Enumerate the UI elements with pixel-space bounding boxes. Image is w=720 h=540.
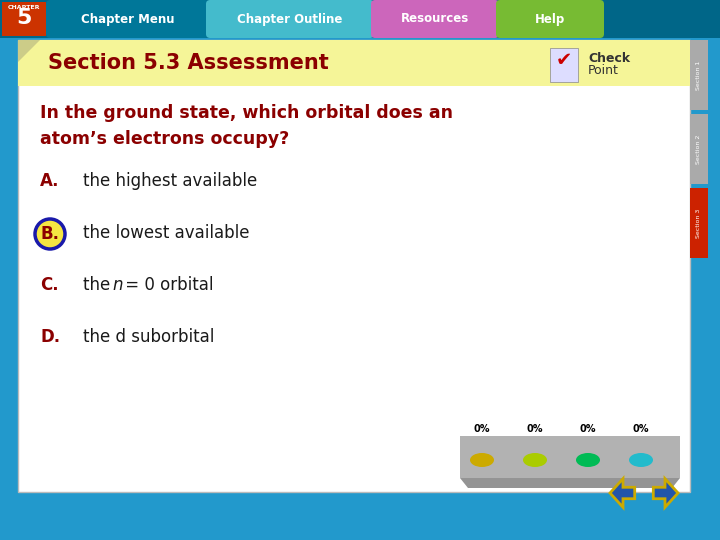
Polygon shape	[460, 478, 680, 488]
FancyBboxPatch shape	[206, 0, 374, 38]
Ellipse shape	[523, 453, 547, 467]
Text: Section 2: Section 2	[696, 134, 701, 164]
FancyBboxPatch shape	[690, 188, 708, 258]
FancyBboxPatch shape	[18, 40, 690, 86]
FancyBboxPatch shape	[18, 40, 690, 492]
Polygon shape	[610, 478, 635, 507]
Text: = 0 orbital: = 0 orbital	[120, 276, 214, 294]
Text: ✔: ✔	[556, 51, 572, 70]
Text: In the ground state, which orbital does an: In the ground state, which orbital does …	[40, 104, 453, 122]
Text: the highest available: the highest available	[83, 172, 257, 190]
Text: 0%: 0%	[633, 424, 649, 434]
Text: Section 3: Section 3	[696, 208, 701, 238]
FancyBboxPatch shape	[2, 2, 46, 36]
Text: Resources: Resources	[401, 12, 469, 25]
Polygon shape	[460, 436, 680, 478]
Text: Help: Help	[535, 12, 565, 25]
Text: Check: Check	[588, 51, 630, 64]
FancyBboxPatch shape	[496, 0, 604, 38]
Polygon shape	[653, 478, 678, 507]
Text: B.: B.	[40, 225, 60, 243]
Polygon shape	[18, 40, 40, 62]
Text: Chapter Outline: Chapter Outline	[238, 12, 343, 25]
FancyBboxPatch shape	[0, 0, 720, 38]
FancyBboxPatch shape	[690, 40, 708, 110]
FancyBboxPatch shape	[371, 0, 499, 38]
FancyBboxPatch shape	[550, 48, 578, 82]
Text: the: the	[83, 276, 115, 294]
FancyBboxPatch shape	[690, 114, 708, 184]
Text: CHAPTER: CHAPTER	[8, 5, 40, 10]
Ellipse shape	[470, 453, 494, 467]
Text: atom’s electrons occupy?: atom’s electrons occupy?	[40, 130, 289, 148]
Text: 0%: 0%	[580, 424, 596, 434]
Ellipse shape	[576, 453, 600, 467]
Text: Section 5.3 Assessment: Section 5.3 Assessment	[48, 53, 329, 73]
Text: A.: A.	[40, 172, 60, 190]
Text: Section 1: Section 1	[696, 60, 701, 90]
Text: C.: C.	[40, 276, 58, 294]
Text: 5: 5	[17, 8, 32, 28]
Text: n: n	[112, 276, 122, 294]
Text: Chapter Menu: Chapter Menu	[81, 12, 174, 25]
Text: the d suborbital: the d suborbital	[83, 328, 215, 346]
Circle shape	[35, 219, 65, 249]
Text: D.: D.	[40, 328, 60, 346]
Text: 0%: 0%	[527, 424, 544, 434]
Ellipse shape	[629, 453, 653, 467]
Text: the lowest available: the lowest available	[83, 224, 250, 242]
FancyBboxPatch shape	[46, 0, 209, 38]
Text: Point: Point	[588, 64, 619, 78]
Text: 0%: 0%	[474, 424, 490, 434]
